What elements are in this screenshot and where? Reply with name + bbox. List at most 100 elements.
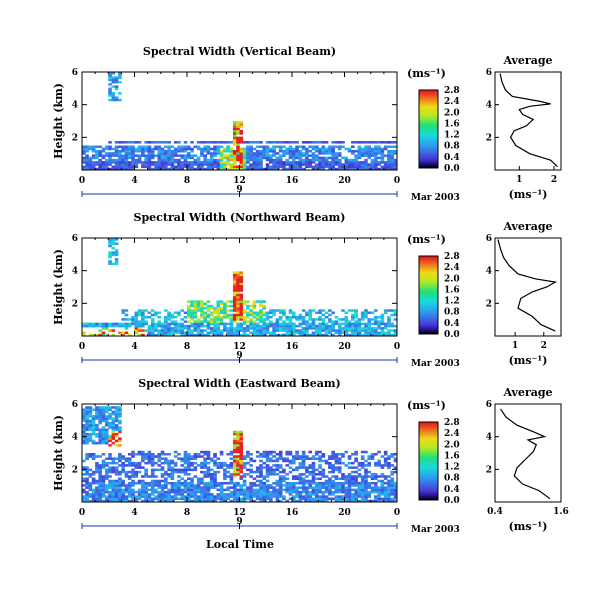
heatmap-cell — [331, 327, 335, 330]
heatmap-cell — [147, 331, 152, 335]
heatmap-cell — [259, 165, 263, 169]
heatmap-cell — [85, 408, 89, 411]
colorbar-segment — [419, 318, 438, 321]
heatmap-cell — [85, 481, 89, 485]
heatmap-cell — [193, 466, 198, 469]
heatmap-cell — [236, 293, 240, 297]
heatmap-cell — [147, 161, 152, 164]
heatmap-cell — [292, 154, 296, 157]
heatmap-cell — [219, 322, 224, 326]
heatmap-cell — [246, 497, 250, 501]
heatmap-cell — [127, 318, 132, 321]
heatmap-cell — [200, 141, 204, 144]
heatmap-cell — [262, 324, 267, 328]
colorbar-segment — [419, 478, 438, 481]
heatmap-cell — [164, 141, 168, 144]
heatmap-cell — [301, 473, 306, 476]
heatmap-cell — [242, 464, 247, 467]
heatmap-cell — [121, 309, 125, 312]
heatmap-cell — [354, 484, 358, 487]
heatmap-cell — [364, 158, 368, 162]
y-tick-label: 6 — [72, 234, 78, 244]
heatmap-cell — [85, 473, 89, 476]
heatmap-cell — [337, 158, 342, 162]
heatmap-cell — [390, 165, 395, 169]
heatmap-cell — [213, 475, 217, 478]
heatmap-cell — [364, 493, 368, 496]
heatmap-cell — [390, 493, 395, 496]
heatmap-cell — [249, 475, 253, 478]
heatmap-cell — [144, 141, 148, 144]
heatmap-cell — [213, 495, 217, 498]
heatmap-cell — [82, 324, 86, 328]
heatmap-cell — [259, 167, 263, 171]
heatmap-cell — [318, 163, 322, 166]
heatmap-cell — [98, 441, 102, 445]
heatmap-cell — [324, 311, 329, 315]
heatmap-cell — [98, 464, 102, 467]
heatmap-cell — [239, 156, 244, 160]
heatmap-cell — [209, 468, 214, 472]
heatmap-cell — [206, 468, 211, 472]
heatmap-cell — [354, 457, 358, 460]
heatmap-cell — [82, 145, 86, 149]
heatmap-cell — [246, 495, 250, 498]
heatmap-cell — [301, 145, 306, 149]
heatmap-cell — [111, 85, 116, 88]
heatmap-cell — [285, 147, 290, 151]
heatmap-cell — [111, 417, 116, 420]
heatmap-cell — [380, 479, 385, 483]
heatmap-cell — [216, 158, 221, 162]
heatmap-cell — [200, 450, 204, 454]
heatmap-cell — [331, 333, 335, 337]
heatmap-cell — [236, 495, 240, 498]
heatmap-cell — [190, 481, 194, 485]
heatmap-cell — [219, 165, 224, 169]
heatmap-cell — [295, 493, 299, 496]
heatmap-cell — [183, 149, 188, 153]
heatmap-cell — [173, 154, 178, 157]
heatmap-cell — [318, 477, 322, 481]
heatmap-cell — [98, 408, 102, 411]
heatmap-cell — [190, 318, 194, 321]
heatmap-cell — [272, 488, 276, 492]
heatmap-cell — [111, 468, 116, 472]
heatmap-cell — [347, 322, 352, 326]
heatmap-cell — [101, 322, 106, 326]
heatmap-cell — [219, 311, 224, 315]
heatmap-cell — [177, 457, 181, 460]
heatmap-cell — [121, 161, 125, 164]
heatmap-cell — [147, 455, 152, 458]
heatmap-cell — [98, 165, 102, 169]
heatmap-cell — [114, 98, 119, 102]
colorbar-segment — [419, 488, 438, 491]
heatmap-cell — [206, 300, 211, 303]
heatmap-cell — [118, 428, 122, 432]
heatmap-cell — [137, 481, 142, 485]
heatmap-cell — [341, 165, 345, 169]
heatmap-cell — [200, 152, 204, 155]
heatmap-cell — [351, 152, 355, 155]
heatmap-cell — [134, 311, 139, 315]
heatmap-cell — [265, 470, 270, 474]
heatmap-cell — [239, 327, 244, 330]
heatmap-cell — [239, 295, 244, 299]
heatmap-cell — [127, 461, 132, 465]
heatmap-cell — [377, 488, 381, 492]
heatmap-cell — [367, 464, 372, 467]
heatmap-cell — [131, 497, 135, 501]
heatmap-cell — [187, 473, 191, 476]
heatmap-cell — [101, 406, 106, 409]
heatmap-cell — [232, 441, 237, 445]
heatmap-cell — [134, 322, 139, 326]
heatmap-cell — [95, 435, 99, 438]
heatmap-cell — [95, 145, 99, 149]
heatmap-cell — [232, 309, 237, 312]
heatmap-cell — [98, 497, 102, 501]
heatmap-cell — [157, 320, 162, 323]
heatmap-cell — [160, 147, 165, 151]
heatmap-cell — [216, 304, 221, 308]
colorbar-segment — [419, 429, 438, 433]
heatmap-cell — [177, 484, 181, 487]
colorbar-frame — [418, 255, 439, 335]
